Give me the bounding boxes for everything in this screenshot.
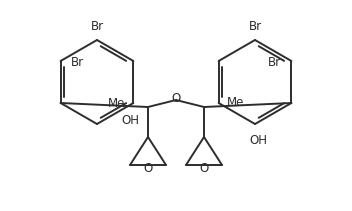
Text: Br: Br [90, 20, 103, 34]
Text: O: O [171, 92, 181, 106]
Text: Me: Me [227, 96, 244, 110]
Text: O: O [143, 162, 153, 176]
Text: Br: Br [71, 55, 84, 69]
Text: Me: Me [108, 96, 125, 110]
Text: Br: Br [268, 55, 281, 69]
Text: OH: OH [121, 114, 139, 127]
Text: O: O [199, 162, 209, 176]
Text: OH: OH [249, 134, 267, 147]
Text: Br: Br [249, 20, 262, 34]
